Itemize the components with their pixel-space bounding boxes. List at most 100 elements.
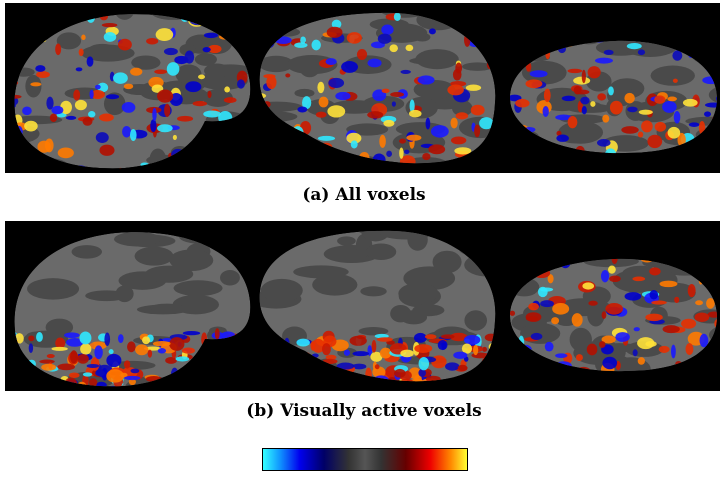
sulcus (622, 40, 678, 58)
activation (611, 258, 618, 264)
activation (510, 49, 516, 55)
activation (86, 363, 100, 368)
caption: (b) Visually active voxels (246, 401, 482, 421)
sulcus (432, 250, 462, 274)
activation (449, 332, 468, 342)
activation (198, 74, 205, 80)
activation (456, 24, 475, 33)
sulcus (115, 285, 134, 303)
activation (531, 360, 549, 365)
activation (623, 3, 638, 7)
activation (618, 15, 630, 21)
activation (705, 155, 711, 166)
activation (612, 11, 627, 21)
activation (586, 343, 598, 356)
activation (441, 334, 455, 339)
activation (263, 101, 271, 108)
sulcus (259, 329, 272, 345)
sulcus (553, 221, 579, 239)
activation (529, 230, 543, 240)
activation (461, 377, 479, 382)
activation (507, 30, 516, 39)
activation (281, 12, 300, 22)
activation (595, 167, 607, 173)
activation (327, 105, 346, 118)
activation (478, 383, 485, 391)
activation (510, 310, 516, 316)
activation (521, 43, 531, 53)
sulcus (502, 25, 521, 38)
activation (424, 334, 437, 340)
sulcus (477, 12, 496, 21)
activation (488, 342, 496, 352)
activation (229, 117, 243, 130)
activation (596, 139, 611, 147)
activation (325, 167, 332, 173)
activation (202, 356, 215, 365)
activation (226, 14, 235, 16)
activation (699, 333, 709, 348)
activation (547, 274, 554, 284)
activation (661, 159, 665, 163)
activation (712, 125, 717, 138)
activation (322, 358, 338, 364)
activation (682, 166, 689, 173)
activation (225, 350, 233, 359)
activation (313, 386, 327, 391)
activation (712, 115, 717, 124)
activation (222, 373, 235, 380)
activation (66, 383, 77, 387)
activation (184, 50, 195, 64)
sulcus (510, 277, 540, 297)
activation (5, 167, 11, 173)
activation (90, 89, 105, 100)
activation (30, 82, 42, 87)
activation (157, 348, 167, 354)
activation (651, 380, 655, 388)
activation (438, 12, 451, 20)
activation (145, 381, 162, 387)
activation (465, 20, 477, 34)
activation (79, 331, 92, 345)
activation (196, 362, 201, 376)
activation (296, 338, 310, 347)
activation (232, 383, 243, 387)
activation (551, 317, 560, 325)
activation (230, 342, 236, 355)
activation (171, 148, 185, 160)
activation (222, 147, 240, 155)
activation (165, 357, 177, 364)
brain (259, 230, 496, 391)
activation (261, 369, 267, 382)
activation (78, 48, 84, 57)
activation (20, 14, 33, 16)
activation (562, 40, 576, 47)
activation (202, 47, 211, 53)
activation (641, 120, 653, 133)
activation (550, 225, 559, 231)
activation (486, 60, 494, 70)
activation (225, 381, 239, 387)
activation (218, 34, 232, 40)
activation (704, 102, 717, 108)
activation (219, 130, 235, 140)
activation (290, 169, 304, 173)
activation (711, 24, 720, 31)
activation (601, 335, 616, 344)
activation (14, 35, 28, 49)
activation (482, 357, 492, 365)
activation (543, 88, 551, 103)
activation (687, 284, 696, 298)
activation (47, 385, 61, 387)
activation (464, 33, 471, 47)
activation (557, 44, 566, 54)
activation (199, 370, 214, 376)
activation (68, 372, 80, 378)
sulcus (452, 100, 473, 117)
activation (658, 372, 666, 376)
activation (695, 300, 703, 306)
activation (626, 386, 639, 390)
sulcus (407, 230, 428, 251)
brain-image-visual (5, 221, 720, 391)
activation (177, 115, 194, 122)
